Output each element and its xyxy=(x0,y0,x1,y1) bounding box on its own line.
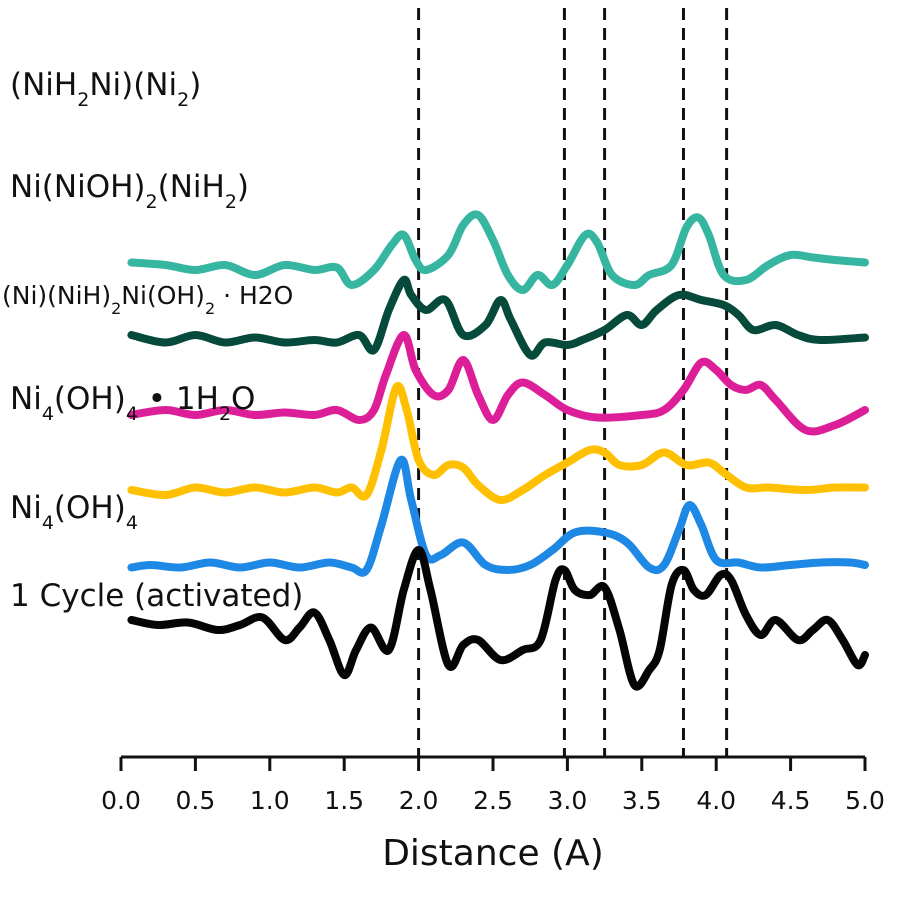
x-tick-label: 1.5 xyxy=(324,786,364,815)
series-label-part: ) xyxy=(237,169,249,205)
x-tick-label: 3.0 xyxy=(548,786,588,815)
series-label: (Ni)(NiH)2Ni(OH)2 · H2O xyxy=(2,281,293,318)
series-label-part: 2 xyxy=(225,191,237,213)
series-label-part: Ni)(Ni xyxy=(89,67,177,103)
x-tick-label: 4.0 xyxy=(696,786,736,815)
series-line xyxy=(127,546,869,691)
x-tick-label: 1.0 xyxy=(250,786,290,815)
series-line xyxy=(127,455,869,577)
series-labels: (NiH2Ni)(Ni2)Ni(NiOH)2(NiH2)(Ni)(NiH)2Ni… xyxy=(2,67,303,614)
series-line xyxy=(127,275,869,360)
series-label: 1 Cycle (activated) xyxy=(10,578,303,614)
series-label-part: 2 xyxy=(177,89,189,111)
series-label-part: O xyxy=(231,381,255,417)
x-tick-label: 0.0 xyxy=(101,786,141,815)
series-label-part: (OH) xyxy=(54,381,126,417)
x-tick-label: 5.0 xyxy=(845,786,885,815)
series-label-part: (Ni)(NiH) xyxy=(2,281,111,310)
x-tick-label: 2.0 xyxy=(399,786,439,815)
series-label: (NiH2Ni)(Ni2) xyxy=(10,67,201,111)
series-label-part: 4 xyxy=(42,512,54,534)
series-label-part: (NiH xyxy=(158,169,225,205)
series-label-part: 2 xyxy=(146,191,158,213)
series-label-part: Ni(NiOH) xyxy=(10,169,146,205)
series-label-part: (OH) xyxy=(54,490,126,526)
series-label: Ni4(OH)4 • 1H2O xyxy=(10,381,255,425)
series-label-part: 2 xyxy=(77,89,89,111)
x-axis-title: Distance (A) xyxy=(382,833,604,874)
series-label-part: 2 xyxy=(219,403,231,425)
x-tick-label: 2.5 xyxy=(473,786,513,815)
series-label-part: 2 xyxy=(111,299,121,318)
series-label: Ni(NiOH)2(NiH2) xyxy=(10,169,249,213)
series-label-part: (NiH xyxy=(10,67,77,103)
x-axis: 0.0 0.5 1.0 1.5 2.0 2.5 3.0 3.5 4.0 4.5 5.0 Distan… xyxy=(101,755,885,874)
x-tick-label: 3.5 xyxy=(622,786,662,815)
series-label-part: Ni(OH) xyxy=(121,281,205,310)
series-label-part: 4 xyxy=(126,512,138,534)
series-label: Ni4(OH)4 xyxy=(10,490,138,534)
series-label-part: ) xyxy=(189,67,201,103)
x-axis-ticks: 0.0 0.5 1.0 1.5 2.0 2.5 3.0 3.5 4.0 4.5 5.0 xyxy=(101,757,885,815)
x-tick-label: 4.5 xyxy=(771,786,811,815)
series-curves xyxy=(127,210,869,691)
reference-lines xyxy=(417,8,729,757)
series-line xyxy=(127,210,869,294)
series-line xyxy=(127,382,869,505)
series-label-part: Ni xyxy=(10,490,42,526)
series-label-part: Ni xyxy=(10,381,42,417)
series-label-part: · H2O xyxy=(215,281,293,310)
series-line xyxy=(127,331,869,436)
x-tick-label: 0.5 xyxy=(176,786,216,815)
series-label-part: 2 xyxy=(205,299,215,318)
series-label-part: • 1H xyxy=(138,381,219,417)
series-label-part: 1 Cycle (activated) xyxy=(10,578,303,614)
series-label-part: 4 xyxy=(126,403,138,425)
series-label-part: 4 xyxy=(42,403,54,425)
